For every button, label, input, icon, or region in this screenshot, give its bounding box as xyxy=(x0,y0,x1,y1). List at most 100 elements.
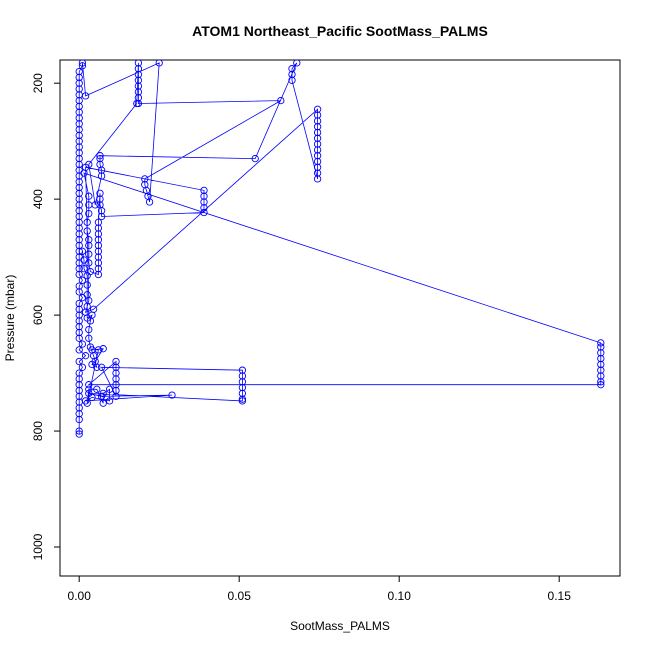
data-point xyxy=(75,120,83,128)
data-point xyxy=(200,192,208,200)
data-point xyxy=(277,96,285,105)
data-point xyxy=(96,201,104,209)
data-point xyxy=(75,154,83,163)
data-point xyxy=(80,169,88,177)
data-point xyxy=(597,381,605,389)
data-point xyxy=(75,334,83,342)
data-point xyxy=(168,391,176,399)
data-point xyxy=(238,366,247,374)
data-point xyxy=(288,65,296,73)
series-line xyxy=(78,62,602,434)
data-point xyxy=(238,383,247,392)
data-point xyxy=(85,236,93,244)
data-point xyxy=(78,363,87,371)
data-point xyxy=(313,146,322,154)
data-point xyxy=(251,154,259,163)
data-point xyxy=(88,393,96,402)
data-point xyxy=(313,157,322,166)
data-point xyxy=(313,175,322,183)
data-point xyxy=(75,131,83,140)
data-point xyxy=(597,378,605,386)
data-point xyxy=(112,363,120,371)
data-point xyxy=(75,427,83,435)
data-point xyxy=(134,65,143,73)
data-point xyxy=(78,60,87,67)
data-point xyxy=(85,385,93,393)
data-point xyxy=(94,236,103,244)
data-point xyxy=(105,397,114,405)
data-point xyxy=(94,241,103,250)
data-point xyxy=(97,212,106,221)
plot-area xyxy=(75,60,605,438)
data-point xyxy=(75,183,83,192)
data-point xyxy=(134,76,143,84)
data-point xyxy=(75,317,83,325)
data-point xyxy=(80,256,88,264)
data-point xyxy=(75,137,83,145)
chart-title: ATOM1 Northeast_Pacific SootMass_PALMS xyxy=(192,23,488,39)
data-point xyxy=(96,195,104,203)
data-point xyxy=(75,149,83,157)
data-point xyxy=(238,389,247,398)
plot-frame xyxy=(59,59,621,577)
data-point xyxy=(313,111,322,119)
data-point xyxy=(94,253,103,261)
data-point xyxy=(238,372,247,380)
data-point xyxy=(75,430,83,438)
data-point xyxy=(200,186,208,195)
data-point xyxy=(96,189,104,197)
data-point xyxy=(75,160,83,169)
y-tick-label: 200 xyxy=(31,73,45,93)
data-point xyxy=(83,227,91,235)
data-point xyxy=(99,345,107,353)
data-point xyxy=(75,375,83,383)
data-point xyxy=(85,201,93,209)
data-point xyxy=(75,270,83,279)
data-point xyxy=(597,343,605,351)
data-point xyxy=(94,247,103,255)
y-tick-label: 400 xyxy=(31,189,45,209)
data-point xyxy=(313,128,322,137)
data-point xyxy=(94,265,103,273)
data-point xyxy=(75,410,83,418)
data-point xyxy=(112,369,120,377)
data-point xyxy=(94,224,103,232)
data-point xyxy=(78,247,87,255)
data-point xyxy=(75,79,83,87)
data-point xyxy=(141,181,149,189)
data-point xyxy=(99,389,107,398)
data-point xyxy=(75,299,83,308)
data-point xyxy=(75,201,83,209)
data-point xyxy=(75,73,83,82)
data-point xyxy=(75,195,83,203)
data-point xyxy=(78,62,87,70)
x-axis-label: SootMass_PALMS xyxy=(290,619,390,633)
data-point xyxy=(94,230,103,238)
y-tick-label: 600 xyxy=(31,305,45,325)
data-point xyxy=(94,270,103,279)
data-point xyxy=(85,192,93,200)
data-point xyxy=(75,212,83,221)
data-point xyxy=(97,363,106,371)
data-point xyxy=(75,323,83,331)
data-point xyxy=(81,92,90,100)
data-point xyxy=(313,134,322,142)
data-point xyxy=(83,314,91,322)
data-point xyxy=(238,397,247,405)
data-point xyxy=(81,352,90,360)
data-point xyxy=(75,392,83,400)
data-point xyxy=(83,291,91,299)
data-point xyxy=(597,360,605,369)
data-point xyxy=(78,340,87,348)
data-point xyxy=(200,204,208,212)
data-point xyxy=(75,230,83,238)
data-point xyxy=(134,70,143,79)
data-point xyxy=(75,305,83,313)
y-tick-label: 800 xyxy=(31,421,45,441)
data-point xyxy=(75,125,83,134)
data-point xyxy=(75,282,83,290)
data-point xyxy=(85,334,93,342)
data-point xyxy=(85,325,93,334)
data-point xyxy=(75,108,83,116)
